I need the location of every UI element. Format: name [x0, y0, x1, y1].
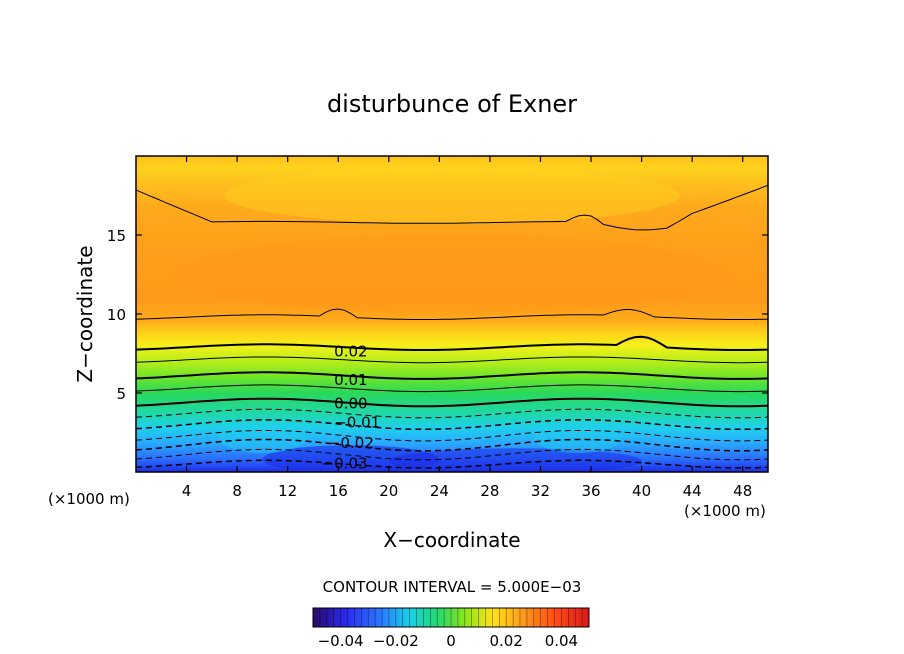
x-tick-label-9: 40: [632, 482, 651, 500]
x-unit-right: (×1000 m): [684, 502, 766, 520]
field-features: [173, 167, 731, 472]
field-shading: [136, 156, 768, 472]
x-tick-label-7: 32: [531, 482, 550, 500]
chart-title: disturbunce of Exner: [327, 90, 577, 118]
colorbar-bands: [319, 608, 583, 627]
y-tick-label-0: 5: [116, 385, 126, 403]
colorbar: −0.04 −0.02 0 0.02 0.04: [312, 607, 590, 650]
y-tick-label-2: 15: [107, 227, 126, 245]
contour-label-1: 0.01: [334, 371, 367, 389]
contour-lines: [136, 184, 768, 469]
contour-m0.03: [136, 459, 768, 469]
contour-0.01: [136, 371, 768, 380]
field-blob-0: [262, 445, 440, 472]
contour-interval-text: CONTOUR INTERVAL = 5.000E−03: [323, 578, 582, 596]
x-tick-label-6: 28: [480, 482, 499, 500]
x-tick-label-0: 4: [182, 482, 192, 500]
y-axis-ticks: 5 10 15: [107, 227, 768, 403]
x-axis-label: X−coordinate: [383, 528, 520, 552]
x-tick-label-10: 44: [683, 482, 702, 500]
plot-area: [136, 156, 768, 472]
contour-label-0: 0.02: [334, 342, 367, 360]
contour-m0.015: [136, 430, 768, 442]
x-tick-label-1: 8: [232, 482, 242, 500]
y-tick-label-1: 10: [107, 306, 126, 324]
field-blob-1: [388, 448, 642, 472]
contour-0.00: [136, 397, 768, 408]
x-tick-label-4: 20: [379, 482, 398, 500]
contour-m0.005: [136, 408, 768, 419]
contour-upper: [136, 184, 768, 231]
contour-label-2: 0.00: [334, 394, 367, 412]
contour-m0.025: [136, 448, 768, 461]
x-tick-label-5: 24: [430, 482, 449, 500]
field-blob-4: [224, 167, 680, 224]
colorbar-tick-label-2: 0: [446, 632, 456, 650]
colorbar-tick-label-4: 0.04: [545, 632, 578, 650]
x-tick-label-11: 48: [733, 482, 752, 500]
x-tick-label-8: 36: [581, 482, 600, 500]
y-axis-label: Z−coordinate: [73, 245, 97, 382]
contour-10km: [136, 308, 768, 320]
contour-0.015: [136, 356, 768, 364]
contour-labels: 0.02 0.01 0.00−0.01 −0.02 −0.03: [322, 342, 381, 472]
contour-label-4: −0.02: [328, 434, 374, 452]
colorbar-tick-label-0: −0.04: [318, 632, 364, 650]
colorbar-tick-label-3: 0.02: [489, 632, 522, 650]
x-tick-label-2: 12: [278, 482, 297, 500]
x-unit-left: (×1000 m): [48, 490, 130, 508]
contour-0.005: [136, 384, 768, 393]
field-blob-5: [173, 235, 731, 314]
contour-label-3: −0.01: [334, 413, 380, 431]
field-blob-3: [534, 421, 623, 454]
colorbar-ticks: −0.04 −0.02 0 0.02 0.04: [318, 632, 578, 650]
field-blob-2: [218, 421, 307, 454]
contour-m0.02: [136, 438, 768, 452]
x-tick-label-3: 16: [329, 482, 348, 500]
contour-0.02: [136, 335, 768, 351]
contour-label-5: −0.03: [322, 455, 368, 473]
colorbar-tick-label-1: −0.02: [373, 632, 419, 650]
contour-m0.01: [136, 419, 768, 431]
x-axis-ticks: 4 8 12 16 20 24 28 32 36 40 44 48: [182, 156, 752, 500]
